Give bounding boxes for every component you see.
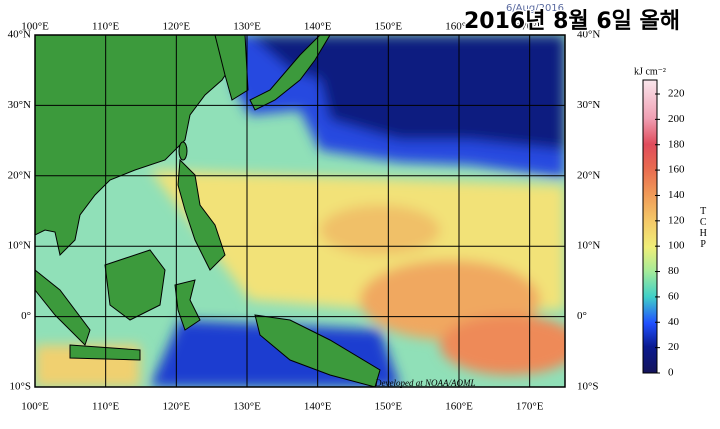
lon-label-bottom: 150°E — [375, 401, 403, 413]
lat-label-right: 20°N — [577, 169, 600, 181]
credit: Developed at NOAA/AOML — [374, 378, 475, 388]
lat-label-right: 30°N — [577, 99, 600, 111]
lon-label-bottom: 120°E — [163, 401, 191, 413]
map-area — [35, 35, 565, 387]
colorbar-tick-label: 120 — [668, 214, 685, 226]
title: 2016년 8월 6일 올해 — [464, 9, 680, 34]
lon-label-top: 110°E — [92, 21, 119, 33]
colorbar-ticks: 0 20 40 60 80 100 120 140 160 180 200 220 — [655, 88, 685, 379]
colorbar-label: TCHP — [698, 206, 709, 250]
date: 6/Aug/2016 — [506, 3, 564, 14]
lon-label-top: 100°E — [21, 21, 49, 33]
colorbar-tick-label: 160 — [668, 164, 685, 176]
lon-label-top: 120°E — [163, 21, 191, 33]
lat-label-left: 10°S — [9, 381, 31, 393]
lon-label-bottom: 160°E — [445, 401, 473, 413]
ocean-heat-field — [35, 35, 565, 387]
lat-label-left: 10°N — [8, 240, 31, 252]
lat-label-left: 30°N — [8, 99, 31, 111]
graticule — [35, 35, 565, 387]
lat-label-left: 20°N — [8, 169, 31, 181]
lat-label-left: 0° — [21, 310, 31, 322]
colorbar-tick-label: 0 — [668, 367, 674, 379]
colorbar-tick-label: 80 — [668, 265, 680, 277]
colorbar-unit: kJ cm⁻² — [634, 66, 666, 77]
colorbar-tick-label: 180 — [668, 138, 685, 150]
axis-labels: 100°E 100°E 110°E 110°E 120°E 120°E 130°E 130°E… — [8, 21, 601, 413]
lat-label-right: 40°N — [577, 29, 600, 41]
lon-label-top: 140°E — [304, 21, 332, 33]
lon-label-bottom: 140°E — [304, 401, 332, 413]
colorbar — [642, 79, 658, 374]
lon-label-bottom: 130°E — [233, 401, 261, 413]
map-frame — [34, 34, 566, 388]
colorbar-tick-label: 60 — [668, 290, 680, 302]
lat-label-left: 40°N — [8, 29, 31, 41]
lat-label-right: 10°N — [577, 240, 600, 252]
lat-label-right: 0° — [577, 310, 587, 322]
lon-label-top: 130°E — [233, 21, 261, 33]
lat-label-right: 10°S — [577, 381, 599, 393]
lon-label-bottom: 100°E — [21, 401, 49, 413]
lon-label-top: 160°E — [445, 21, 473, 33]
colorbar-tick-label: 40 — [668, 316, 680, 328]
colorbar-tick-label: 20 — [668, 341, 680, 353]
colorbar-tick-label: 140 — [668, 189, 685, 201]
lon-label-top: 150°E — [375, 21, 403, 33]
lon-label-bottom: 110°E — [92, 401, 119, 413]
colorbar-tick-label: 200 — [668, 113, 685, 125]
lon-label-top: 170°E — [516, 21, 544, 33]
colorbar-tick-label: 100 — [668, 240, 685, 252]
colorbar-tick-label: 220 — [668, 88, 685, 100]
lon-label-bottom: 170°E — [516, 401, 544, 413]
